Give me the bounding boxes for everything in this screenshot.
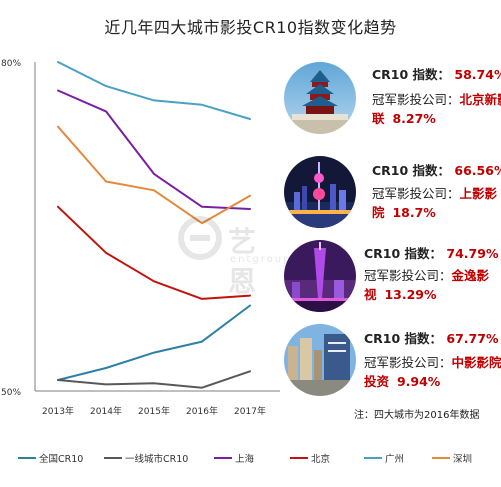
chart-series-lines bbox=[57, 61, 251, 389]
cr10-value: 66.56% bbox=[454, 163, 501, 178]
champion-company-name: 金逸影视 bbox=[364, 268, 490, 302]
shanghai-pearl-tower-photo bbox=[284, 156, 356, 228]
y-tick-label: 50% bbox=[1, 388, 21, 398]
legend-item: 全国CR10 bbox=[18, 450, 83, 466]
x-tick-label: 2016年 bbox=[186, 405, 218, 417]
legend-swatch bbox=[290, 457, 308, 459]
footnote: 注：四大城市为2016年数据 bbox=[354, 410, 480, 421]
legend-label: 全国CR10 bbox=[39, 454, 84, 465]
champion-company-name: 上影影院 bbox=[372, 186, 498, 220]
champion-company-share: 9.94% bbox=[396, 374, 441, 389]
legend-label: 上海 bbox=[235, 454, 255, 465]
chart-axes bbox=[34, 62, 280, 392]
x-tick-label: 2014年 bbox=[90, 405, 122, 417]
champion-company-share: 18.7% bbox=[392, 205, 436, 220]
champion-company-label: 冠军影投公司： bbox=[364, 355, 452, 370]
legend-item: 上海 bbox=[214, 450, 254, 466]
champion-company-label: 冠军影投公司： bbox=[372, 92, 460, 107]
legend-swatch bbox=[432, 457, 450, 459]
cr10-value: 58.74% bbox=[454, 67, 501, 82]
line-chart: 80% 50% 2013年 2014年 2015年 2016年 2017年 bbox=[1, 59, 280, 417]
legend-label: 北京 bbox=[311, 454, 331, 465]
x-tick-label: 2015年 bbox=[138, 405, 170, 417]
champion-company-share: 8.27% bbox=[392, 111, 436, 126]
chart-title: 近几年四大城市影投CR10指数变化趋势 bbox=[104, 18, 397, 37]
legend-label: 广州 bbox=[385, 454, 405, 465]
x-tick-label: 2017年 bbox=[234, 405, 266, 417]
temple-of-heaven-photo bbox=[284, 62, 356, 134]
canton-tower-photo bbox=[284, 240, 356, 312]
series-line bbox=[57, 125, 251, 225]
series-line bbox=[57, 205, 251, 300]
legend-label: 深圳 bbox=[453, 454, 473, 465]
legend-item: 北京 bbox=[290, 450, 330, 466]
legend-swatch bbox=[364, 457, 382, 459]
chart-legend: 全国CR10 一线城市CR10 上海 北京 广州 深圳 bbox=[0, 450, 501, 466]
series-line bbox=[57, 61, 251, 120]
series-line bbox=[57, 89, 251, 210]
legend-label: 一线城市CR10 bbox=[125, 454, 189, 465]
cr10-label: CR10 指数： bbox=[372, 163, 451, 178]
cr10-label: CR10 指数： bbox=[364, 246, 443, 261]
champion-company-label: 冠军影投公司： bbox=[364, 268, 452, 283]
series-line bbox=[57, 370, 251, 389]
cr10-label: CR10 指数： bbox=[364, 331, 443, 346]
champion-company-name: 中影影院投资 bbox=[364, 355, 501, 389]
x-tick-label: 2013年 bbox=[42, 405, 74, 417]
chart-tick-labels: 80% 50% 2013年 2014年 2015年 2016年 2017年 bbox=[1, 59, 266, 417]
legend-item: 一线城市CR10 bbox=[104, 450, 188, 466]
champion-company-label: 冠军影投公司： bbox=[372, 186, 460, 201]
series-line bbox=[57, 304, 251, 381]
legend-swatch bbox=[214, 457, 232, 459]
cr10-value: 74.79% bbox=[446, 246, 499, 261]
champion-company-name: 北京新影联 bbox=[372, 92, 501, 126]
y-tick-label: 80% bbox=[1, 59, 21, 69]
champion-company-share: 13.29% bbox=[384, 287, 437, 302]
cr10-value: 67.77% bbox=[446, 331, 499, 346]
legend-swatch bbox=[18, 457, 36, 459]
legend-swatch bbox=[104, 457, 122, 459]
shenzhen-skyline-photo bbox=[284, 324, 356, 396]
cr10-label: CR10 指数： bbox=[372, 67, 451, 82]
legend-item: 深圳 bbox=[432, 450, 472, 466]
legend-item: 广州 bbox=[364, 450, 404, 466]
